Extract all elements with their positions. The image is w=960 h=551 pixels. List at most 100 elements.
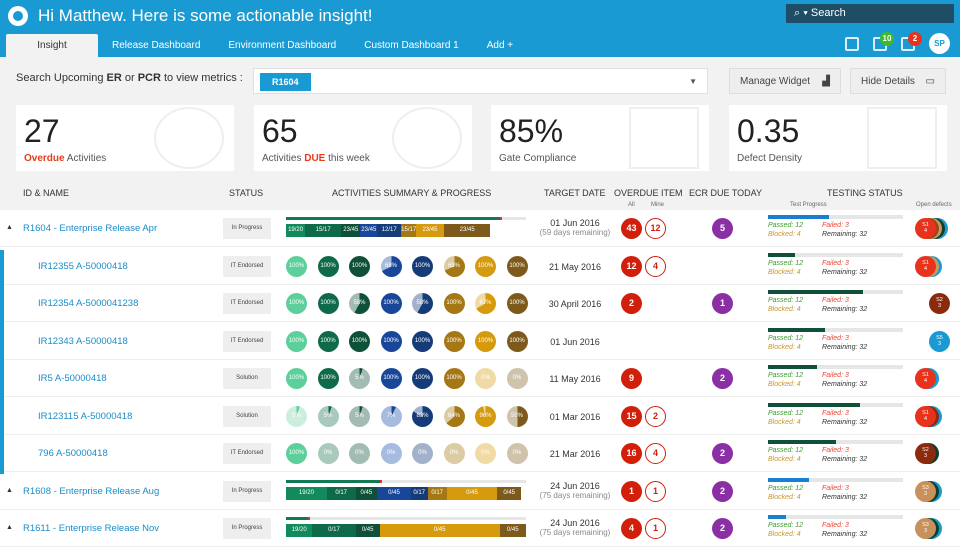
- activity-pie: 100%: [317, 293, 339, 314]
- activity-pie: 5%: [317, 405, 339, 427]
- tab-add[interactable]: Add +: [486, 40, 514, 51]
- app-logo-icon[interactable]: [8, 6, 28, 26]
- bug-chart-icon: [867, 107, 937, 169]
- overdue-mine-badge[interactable]: 1: [645, 518, 666, 539]
- activity-pie: 100%: [412, 330, 433, 352]
- activity-pies: 100% 0% 0% 0% 0% 0% 0% 0%: [286, 443, 528, 464]
- testing-status: Passed: 12 Failed: 3 Blocked: 4 Remaining: …: [768, 402, 903, 427]
- messages-icon[interactable]: 10: [873, 31, 894, 51]
- alerts-icon[interactable]: 2: [901, 31, 922, 51]
- defect-bubble[interactable]: S2 3: [929, 293, 950, 314]
- testing-status: Passed: 12 Failed: 3 Blocked: 4 Remaining: …: [768, 327, 903, 352]
- chevron-down-icon[interactable]: ▼: [689, 77, 697, 86]
- calendar-clock-icon: [392, 107, 462, 169]
- activity-pie: 83%: [412, 405, 433, 427]
- activity-pie: 100%: [412, 368, 433, 389]
- status-badge: IT Endorsed: [223, 443, 271, 464]
- activity-pie: 100%: [506, 293, 528, 314]
- row-name-link[interactable]: 796 A-50000418: [38, 448, 108, 459]
- overdue-mine-badge[interactable]: 4: [645, 443, 666, 464]
- activity-pies: 100% 100% 58% 100% 58% 100% 67% 100%: [286, 293, 528, 314]
- row-name-link[interactable]: IR12343 A-50000418: [38, 335, 128, 347]
- target-date: 30 April 2016: [548, 299, 602, 309]
- tab-custom-dashboard-1[interactable]: Custom Dashboard 1: [364, 40, 459, 51]
- row-name-link[interactable]: R1608 - Enterprise Release Aug: [23, 485, 160, 497]
- row-name-link[interactable]: IR5 A-50000418: [38, 373, 107, 384]
- activity-pie: 5%: [349, 368, 370, 389]
- table-row[interactable]: IR5 A-50000418 Solution 100% 100% 5% 100% 100%…: [0, 360, 960, 397]
- overdue-all-badge[interactable]: 43: [621, 218, 642, 239]
- user-avatar[interactable]: SP: [929, 33, 950, 54]
- ecr-due-badge[interactable]: 2: [712, 518, 733, 539]
- row-name-link[interactable]: R1611 - Enterprise Release Nov: [23, 523, 160, 534]
- activity-pies: 5% 5% 5% 7% 83% 64% 96% 50%: [286, 405, 528, 427]
- activity-pie: 100%: [286, 255, 307, 277]
- overdue-activities-card: 27 Overdue Activities: [16, 105, 234, 171]
- collapse-arrow-icon[interactable]: ▲: [6, 524, 13, 531]
- manage-widget-button[interactable]: Manage Widget ▟: [729, 68, 841, 94]
- tab-insight[interactable]: Insight: [6, 34, 98, 57]
- table-row[interactable]: IR123115 A-50000418 Solution 5% 5% 5% 7% 83% 64…: [0, 397, 960, 435]
- table-row[interactable]: ▲ R1611 - Enterprise Release Nov In Progre…: [0, 510, 960, 547]
- activity-pie: 100%: [286, 293, 307, 314]
- release-table: ID & NAME STATUS ACTIVITIES SUMMARY & PR…: [0, 180, 960, 551]
- overdue-all-badge[interactable]: 9: [621, 368, 642, 389]
- report-settings-icon[interactable]: [845, 36, 859, 51]
- ecr-due-badge[interactable]: 2: [712, 480, 733, 502]
- row-name-link[interactable]: IR123115 A-50000418: [38, 410, 133, 422]
- messages-badge: 10: [880, 31, 894, 46]
- overdue-mine-badge[interactable]: 4: [645, 255, 666, 277]
- progress-segment: 23/45: [341, 224, 361, 237]
- release-select[interactable]: R1604 ▼: [253, 68, 708, 94]
- selected-release-chip[interactable]: R1604: [260, 73, 311, 91]
- tab-release-dashboard[interactable]: Release Dashboard: [112, 40, 201, 51]
- defect-bubble[interactable]: S3 3: [915, 480, 936, 502]
- activity-pie: 100%: [380, 330, 402, 352]
- target-date: 24 Jun 2016 (75 days remaining): [539, 518, 611, 537]
- overdue-all-badge[interactable]: 4: [621, 518, 642, 539]
- status-badge: Solution: [223, 368, 271, 389]
- activity-pie: 7%: [380, 405, 402, 427]
- tab-environment-dashboard[interactable]: Environment Dashboard: [228, 40, 337, 51]
- defect-bubble[interactable]: S2 3: [915, 443, 936, 464]
- open-defects: S5S14: [915, 405, 957, 427]
- defect-bubble[interactable]: S3 3: [915, 518, 936, 539]
- overdue-mine-badge[interactable]: 12: [645, 218, 666, 239]
- overdue-all-badge[interactable]: 16: [621, 443, 642, 464]
- collapse-arrow-icon[interactable]: ▲: [6, 486, 13, 494]
- ecr-due-badge[interactable]: 2: [712, 368, 733, 389]
- table-row[interactable]: ▲ R1608 - Enterprise Release Aug In Progre…: [0, 472, 960, 510]
- activity-pie: 58%: [412, 293, 433, 314]
- defect-bubble[interactable]: S1 4: [915, 368, 936, 389]
- table-row[interactable]: 796 A-50000418 IT Endorsed 100% 0% 0% 0% 0% 0% 0…: [0, 435, 960, 472]
- progress-segment: 0/45: [497, 486, 522, 500]
- row-name-link[interactable]: IR12354 A-5000041238: [38, 298, 139, 309]
- overdue-all-badge[interactable]: 12: [621, 255, 642, 277]
- search-input[interactable]: ⌕ ▾ Search: [786, 4, 954, 23]
- overdue-all-badge[interactable]: 1: [621, 480, 642, 502]
- overdue-all-badge[interactable]: 2: [621, 293, 642, 314]
- overdue-mine-badge[interactable]: 2: [645, 405, 666, 427]
- testing-status: Passed: 12 Failed: 3 Blocked: 4 Remaining: …: [768, 477, 903, 502]
- target-date: 21 Mar 2016: [549, 449, 601, 459]
- collapse-arrow-icon[interactable]: ▲: [6, 224, 13, 231]
- defect-bubble[interactable]: S1 4: [915, 218, 936, 239]
- overdue-mine-badge[interactable]: 1: [645, 480, 666, 502]
- row-name-link[interactable]: IR12355 A-50000418: [38, 260, 128, 272]
- table-row[interactable]: IR12343 A-50000418 IT Endorsed 100% 100% 100…: [0, 322, 960, 360]
- defect-bubble[interactable]: S1 4: [915, 405, 936, 427]
- status-badge: In Progress: [223, 480, 271, 502]
- overdue-all-badge[interactable]: 15: [621, 405, 642, 427]
- progress-segment: 15/17: [305, 224, 342, 237]
- ecr-due-badge[interactable]: 5: [712, 218, 733, 239]
- table-row[interactable]: IR12354 A-5000041238 IT Endorsed 100% 100% 5…: [0, 285, 960, 322]
- hide-details-button[interactable]: Hide Details ▭: [850, 68, 946, 94]
- defect-bubble[interactable]: S1 4: [915, 255, 936, 277]
- row-name-link[interactable]: R1604 - Enterprise Release Apr: [23, 223, 158, 234]
- ecr-due-badge[interactable]: 1: [712, 293, 733, 314]
- activity-pie: 0%: [443, 443, 465, 464]
- ecr-due-badge[interactable]: 2: [712, 443, 733, 464]
- table-row[interactable]: ▲ R1604 - Enterprise Release Apr In Progre…: [0, 210, 960, 247]
- table-row[interactable]: IR12355 A-50000418 IT Endorsed 100% 100% 100…: [0, 247, 960, 285]
